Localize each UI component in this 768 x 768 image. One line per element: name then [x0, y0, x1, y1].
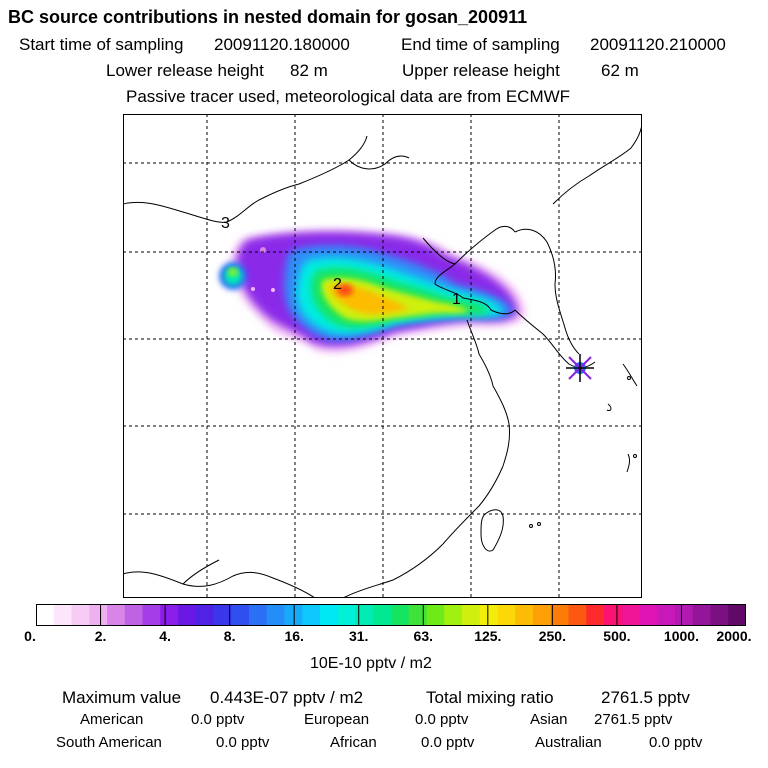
colorbar-cell — [639, 604, 658, 626]
asian-value: 2761.5 pptv — [594, 711, 673, 728]
colorbar-cell — [36, 604, 55, 626]
total-mixing-value: 2761.5 pptv — [601, 688, 690, 707]
max-value: 0.443E-07 pptv / m2 — [210, 688, 364, 707]
colorbar-cell — [604, 604, 623, 626]
end-time-value: 20091120.210000 — [590, 35, 726, 54]
colorbar-cell — [408, 604, 427, 626]
colorbar-cell — [213, 604, 232, 626]
colorbar-cell — [728, 604, 746, 626]
colorbar-cell — [53, 604, 72, 626]
marker-3: 3 — [221, 215, 230, 232]
asian-label: Asian — [530, 711, 568, 728]
colorbar-cell — [373, 604, 392, 626]
colorbar-cell — [692, 604, 711, 626]
contribution-map: 1 2 3 — [123, 114, 642, 598]
south-american-label: South American — [56, 734, 162, 751]
tracer-note: Passive tracer used, meteorological data… — [126, 87, 571, 106]
colorbar-cell — [302, 604, 321, 626]
lat-lon-grid — [123, 114, 642, 598]
colorbar-cell — [284, 604, 303, 626]
colorbar-unit: 10E-10 pptv / m2 — [310, 655, 432, 672]
start-time-label: Start time of sampling — [19, 35, 184, 54]
colorbar-cell — [124, 604, 143, 626]
color-scale-bar — [36, 604, 746, 626]
colorbar-cell — [426, 604, 445, 626]
marker-1: 1 — [452, 291, 461, 308]
colorbar-cell — [89, 604, 108, 626]
colorbar-tick-label: 250. — [538, 628, 566, 644]
colorbar-cell — [142, 604, 161, 626]
european-label: European — [304, 711, 370, 728]
european-value: 0.0 pptv — [415, 711, 469, 728]
colorbar-cell — [621, 604, 640, 626]
total-mixing-label: Total mixing ratio — [426, 688, 554, 707]
plume — [219, 230, 525, 353]
colorbar-tick-label: 125. — [474, 628, 502, 644]
colorbar-cell — [497, 604, 516, 626]
colorbar-cell — [391, 604, 410, 626]
american-label: American — [80, 711, 144, 728]
colorbar-cell — [107, 604, 126, 626]
colorbar-cell — [231, 604, 250, 626]
colorbar-tick-label: 16. — [284, 628, 304, 644]
colorbar-tick-label: 4. — [159, 628, 171, 644]
coastlines — [123, 123, 642, 598]
colorbar-cell — [515, 604, 534, 626]
upper-release-label: Upper release height — [402, 61, 560, 80]
colorbar-tick-label: 8. — [223, 628, 236, 644]
lower-release-label: Lower release height — [106, 61, 264, 80]
upper-release-value: 62 m — [601, 61, 639, 80]
marker-2: 2 — [333, 276, 342, 293]
colorbar-cell — [675, 604, 694, 626]
colorbar-cell — [266, 604, 285, 626]
colorbar-cell — [533, 604, 552, 626]
colorbar-cell — [586, 604, 605, 626]
star-cross-icon — [566, 354, 594, 382]
colorbar-cell — [337, 604, 356, 626]
colorbar-cell — [355, 604, 374, 626]
colorbar-tick-label: 31. — [348, 628, 369, 644]
colorbar-cell — [249, 604, 268, 626]
colorbar-tick-label: 2. — [94, 628, 107, 644]
colorbar-cell — [160, 604, 179, 626]
colorbar-cell — [568, 604, 587, 626]
plot-title: BC source contributions in nested domain… — [8, 7, 528, 27]
colorbar-cell — [550, 604, 569, 626]
max-value-label: Maximum value — [62, 688, 182, 707]
african-value: 0.0 pptv — [421, 734, 475, 751]
colorbar-cell — [462, 604, 481, 626]
colorbar-cell — [444, 604, 463, 626]
american-value: 0.0 pptv — [191, 711, 245, 728]
colorbar-cell — [710, 604, 729, 626]
colorbar-tick-label: 0. — [24, 628, 36, 644]
colorbar-tick-label: 2000. — [716, 628, 752, 644]
australian-value: 0.0 pptv — [649, 734, 703, 751]
colorbar-tick-label: 1000. — [663, 628, 699, 644]
australian-label: Australian — [535, 734, 602, 751]
colorbar-cell — [178, 604, 197, 626]
colorbar-cell — [479, 604, 498, 626]
south-american-value: 0.0 pptv — [216, 734, 270, 751]
lower-release-value: 82 m — [290, 61, 328, 80]
colorbar-tick-label: 63. — [413, 628, 433, 644]
end-time-label: End time of sampling — [401, 35, 560, 54]
african-label: African — [330, 734, 377, 751]
colorbar-cell — [320, 604, 339, 626]
start-time-value: 20091120.180000 — [214, 35, 350, 54]
colorbar-cell — [195, 604, 214, 626]
colorbar-cell — [71, 604, 90, 626]
colorbar-tick-label: 500. — [603, 628, 631, 644]
colorbar-cell — [657, 604, 676, 626]
